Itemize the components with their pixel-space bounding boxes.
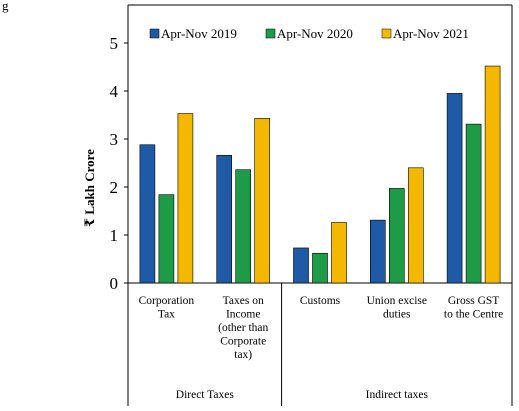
x-category-label: Corporation Tax <box>139 295 195 321</box>
x-category-label: Gross GST to the Centre <box>444 295 503 321</box>
y-tick-label: 3 <box>110 130 119 149</box>
x-category-label-line: Tax <box>158 309 175 321</box>
x-category-label-line: (other than <box>218 322 268 334</box>
x-category-label-line: Corporation <box>139 295 195 307</box>
y-tick-label: 5 <box>110 34 119 53</box>
legend: Apr-Nov 2019 Apr-Nov 2020 Apr-Nov 2021 <box>149 26 469 41</box>
x-category-label-line: Income <box>226 309 260 321</box>
x-category-label-line: Corporate <box>220 336 266 348</box>
legend-entry-label: Apr-Nov 2021 <box>393 26 469 41</box>
x-category-label-line: duties <box>383 309 411 321</box>
bar-apr-nov-2021-3 <box>407 167 424 284</box>
legend-entry-label: Apr-Nov 2020 <box>277 26 353 41</box>
bar-apr-nov-2020-1 <box>235 169 251 284</box>
y-tick-label: 2 <box>110 178 119 197</box>
bars <box>139 65 501 284</box>
x-category-label-line: to the Centre <box>444 309 503 321</box>
bar-apr-nov-2021-2 <box>331 222 347 284</box>
y-axis-label: ₹ Lakh Crore <box>82 149 97 227</box>
legend-swatch <box>381 28 392 39</box>
bar-apr-nov-2021-0 <box>177 113 194 284</box>
x-category-label-line: Taxes on <box>223 295 264 307</box>
x-category-label-line: tax) <box>234 349 252 361</box>
category-labels: Corporation Tax Taxes on Income (other than C… <box>139 283 503 406</box>
bar-apr-nov-2020-4 <box>465 123 482 284</box>
y-tick-label: 4 <box>110 82 119 101</box>
bar-apr-nov-2021-4 <box>484 65 501 284</box>
group-label: Indirect taxes <box>366 389 429 401</box>
chart-title: g <box>2 0 9 13</box>
bar-apr-nov-2021-1 <box>254 118 270 284</box>
bar-apr-nov-2019-4 <box>446 93 463 284</box>
legend-swatch <box>149 28 160 39</box>
bar-apr-nov-2019-2 <box>293 247 309 284</box>
y-tick-label: 1 <box>110 226 119 245</box>
x-category-label-line: Gross GST <box>448 295 499 307</box>
x-category-label: Taxes on Income (other than Corporate tax) <box>218 295 268 361</box>
x-category-label: Union excise duties <box>367 295 427 321</box>
legend-entry-label: Apr-Nov 2019 <box>161 26 237 41</box>
y-tick-label: 0 <box>110 274 119 293</box>
x-category-label-line: Union excise <box>367 295 427 307</box>
legend-swatch <box>265 28 276 39</box>
group-label: Direct Taxes <box>176 389 235 401</box>
x-category-label: Customs <box>300 295 341 307</box>
bar-apr-nov-2020-2 <box>312 252 328 284</box>
bar-apr-nov-2020-0 <box>158 194 175 284</box>
bar-apr-nov-2019-1 <box>216 155 232 284</box>
bar-apr-nov-2019-3 <box>369 219 386 284</box>
bar-apr-nov-2019-0 <box>139 144 156 284</box>
bar-apr-nov-2020-3 <box>388 188 405 284</box>
x-category-label-line: Customs <box>300 295 341 307</box>
